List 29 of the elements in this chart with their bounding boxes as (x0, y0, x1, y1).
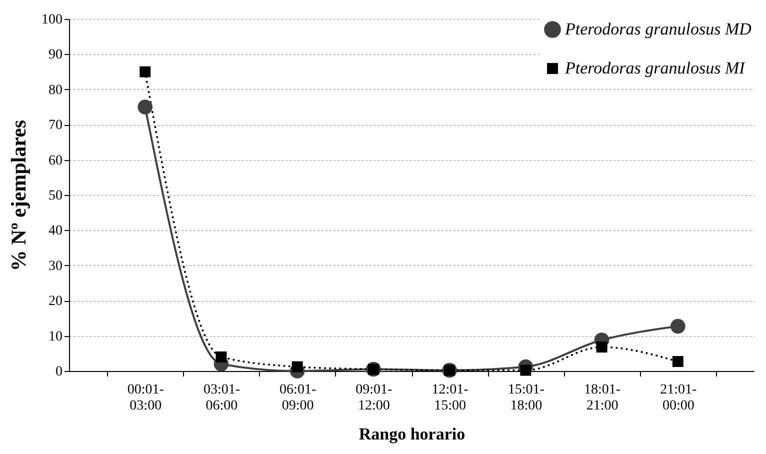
point (672, 356, 684, 367)
x-tick-label: 21:01-00:00 (660, 382, 697, 414)
y-tick-label: 60 (48, 153, 62, 168)
x-tick-label: 15:01-18:00 (508, 382, 545, 414)
y-tick-label: 20 (48, 294, 62, 310)
y-tick-label: 10 (48, 329, 62, 344)
point (596, 342, 608, 353)
y-axis-title: % Nº ejemplares (6, 120, 30, 272)
legend-label: Pterodoras granulosus MI (564, 58, 746, 78)
x-tick-label: 12:01-15:00 (432, 382, 469, 414)
y-tick-label: 70 (48, 118, 62, 134)
y-tick-label: 40 (48, 224, 62, 239)
legend-label: Pterodoras granulosus MD (564, 20, 752, 38)
point (138, 100, 153, 114)
y-tick-label: 80 (48, 82, 62, 98)
y-tick-label: 0 (56, 364, 62, 380)
point (670, 318, 686, 334)
y-tick-label: 90 (48, 48, 62, 63)
y-tick-label: 30 (48, 258, 62, 274)
point (216, 351, 227, 362)
x-tick-label: 03:01-06:00 (203, 382, 240, 414)
y-tick-label: 50 (48, 188, 62, 204)
x-tick-label: 06:01-09:00 (280, 382, 316, 414)
x-tick-label: 00:01-03:00 (127, 382, 164, 414)
x-axis-title: Rango horario (358, 424, 466, 444)
point (140, 66, 151, 78)
x-tick-label: 09:01-12:00 (356, 382, 393, 414)
y-tick-label: 100 (42, 12, 62, 28)
x-tick-label: 18:01-21:00 (584, 382, 621, 414)
